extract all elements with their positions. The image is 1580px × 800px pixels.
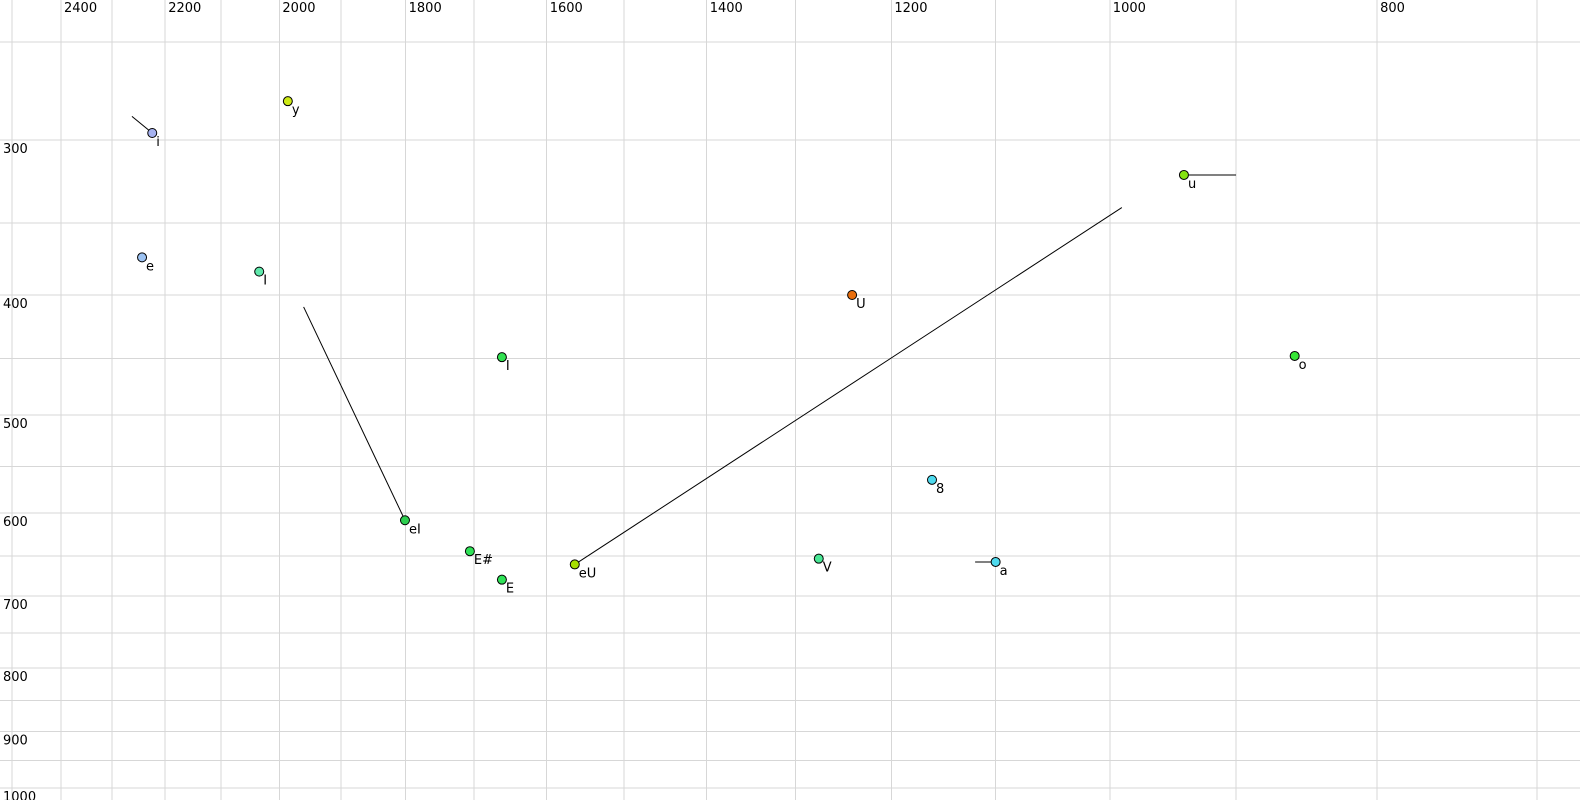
vowel-point	[137, 252, 148, 263]
x-axis-tick-label: 1000	[1113, 1, 1146, 16]
vowel-point	[927, 474, 938, 485]
vowel-label: I	[506, 359, 510, 374]
x-axis-tick-label: 2400	[64, 1, 97, 16]
x-axis-tick-label: 1800	[409, 1, 442, 16]
x-axis-tick-label: 2200	[168, 1, 201, 16]
vowel-point	[1289, 350, 1300, 361]
vowel-point	[1178, 169, 1189, 180]
vowel-point	[254, 266, 265, 277]
x-axis-tick-label: 1600	[550, 1, 583, 16]
vowel-label: V	[823, 561, 832, 576]
vowel-point	[813, 553, 824, 564]
vowel-label: eU	[579, 566, 597, 581]
vowel-point	[496, 574, 507, 585]
y-axis-tick-label: 300	[3, 142, 28, 157]
vowel-label: y	[292, 103, 300, 118]
vowel-label: a	[1000, 564, 1008, 579]
vowel-point	[990, 556, 1001, 567]
trajectory-line	[303, 306, 406, 521]
vowel-label: 8	[936, 482, 944, 497]
vowel-point	[399, 515, 410, 526]
vowel-point	[496, 352, 507, 363]
vowel-point	[569, 559, 580, 570]
y-axis-tick-label: 600	[3, 515, 28, 530]
vowel-label: eI	[409, 522, 421, 537]
y-axis-tick-label: 900	[3, 733, 28, 748]
vowel-point	[464, 546, 475, 557]
vowel-label: I	[263, 274, 267, 289]
x-axis-tick-label: 2000	[282, 1, 315, 16]
x-axis-tick-label: 1200	[894, 1, 927, 16]
vowel-label: o	[1299, 358, 1307, 373]
trajectory-line	[574, 207, 1123, 565]
vowel-point	[282, 96, 293, 107]
y-axis-tick-label: 800	[3, 670, 28, 685]
vowel-point	[847, 290, 858, 300]
vowel-label: u	[1188, 177, 1196, 192]
y-axis-tick-label: 400	[3, 297, 28, 312]
y-axis-tick-label: 700	[3, 598, 28, 613]
vowel-label: U	[856, 297, 866, 312]
y-axis-tick-label: 500	[3, 417, 28, 432]
x-axis-tick-label: 1400	[710, 1, 743, 16]
x-axis-tick-label: 800	[1380, 1, 1405, 16]
vowel-label: e	[146, 259, 154, 274]
vowel-label: i	[156, 135, 160, 150]
vowel-point	[147, 128, 158, 139]
vowel-label: E#	[474, 553, 493, 568]
y-axis-tick-label: 1000	[3, 790, 36, 800]
vowel-label: E	[506, 582, 514, 597]
